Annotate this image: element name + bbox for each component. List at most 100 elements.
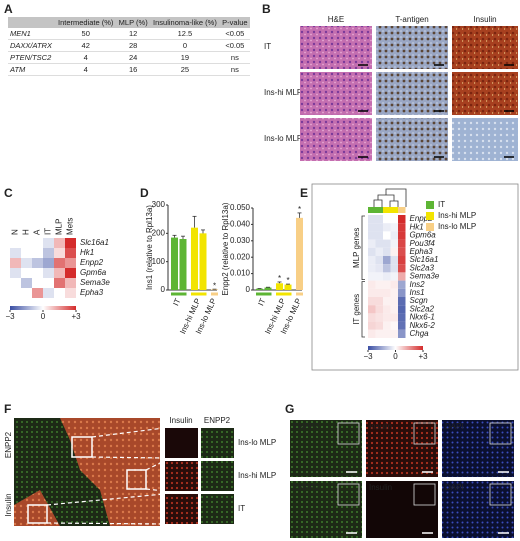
heatmap-cell <box>383 297 391 306</box>
row-label: Ins1 <box>410 288 425 297</box>
significance-star: * <box>213 281 216 290</box>
group-label: IT <box>256 297 267 307</box>
heatmap-cell <box>368 305 376 314</box>
inset-box <box>337 422 360 445</box>
heatmap-cell <box>390 329 398 338</box>
row-label: Sema3e <box>410 272 440 281</box>
table-cell: 0 <box>150 39 220 52</box>
heatmap-cell <box>32 248 43 258</box>
row-label: IT <box>264 42 271 51</box>
column-label: A <box>33 229 42 235</box>
inset-box <box>337 483 360 506</box>
y-tick-label: 200 <box>152 228 166 237</box>
heatmap-cell <box>398 239 406 248</box>
y-tick-label: 300 <box>152 200 166 209</box>
column-group-bar <box>383 207 391 213</box>
bar <box>276 283 283 290</box>
heatmap-cell <box>10 258 21 268</box>
heatmap-cell <box>54 268 65 278</box>
table-cell: 28 <box>116 39 151 52</box>
y-tick-label: 0.020 <box>230 252 251 261</box>
heatmap-cell <box>383 272 391 281</box>
heatmap-cell <box>32 268 43 278</box>
row-label: Hk1 <box>80 248 94 257</box>
heatmap-cell <box>390 305 398 314</box>
legend-swatch <box>426 212 434 220</box>
row-group-label: IT genes <box>352 294 361 325</box>
column-label: N <box>11 229 20 235</box>
table-cell: 4 <box>55 51 117 64</box>
side-label: ENPP2 <box>4 431 13 458</box>
heatmap-cell <box>368 239 376 248</box>
fluorescence-image <box>366 481 438 538</box>
panel-label: G <box>285 402 294 416</box>
y-tick-label: 0.010 <box>230 269 251 278</box>
y-tick-label: 100 <box>152 257 166 266</box>
significance-star: * <box>298 205 301 214</box>
row-label: Gpm6a <box>410 231 437 240</box>
column-group-bar <box>390 207 398 213</box>
inset-box <box>413 422 436 445</box>
heatmap-cell <box>390 264 398 273</box>
y-tick-label: 0.030 <box>230 236 251 245</box>
heatmap-cell <box>383 280 391 289</box>
row-label: Sema3e <box>80 278 110 287</box>
bar <box>171 237 178 290</box>
header-cell: Intermediate (%) <box>55 17 117 28</box>
table-cell: ATM <box>8 63 56 76</box>
header-row: Intermediate (%) MLP (%) Insulinoma-like (… <box>8 17 250 28</box>
heatmap-cell <box>54 238 65 248</box>
fluorescence-image <box>366 420 438 477</box>
column-group-bar <box>398 207 406 213</box>
heatmap-cell <box>390 239 398 248</box>
column-label: ENPP2 <box>204 416 231 425</box>
histology-image <box>452 72 518 115</box>
panel-label: E <box>300 186 308 200</box>
heatmap-cell <box>21 288 32 298</box>
fluorescence-image <box>290 481 362 538</box>
heatmap-cell <box>383 264 391 273</box>
colorbar-label: +3 <box>418 352 428 361</box>
heatmap-cell <box>390 280 398 289</box>
table-row: DAXX/ATRX 42 28 0 <0.05 <box>8 39 250 52</box>
heatmap-cell <box>390 247 398 256</box>
heatmap-cell <box>10 288 21 298</box>
column-group-bar <box>368 207 376 213</box>
heatmap-cell <box>43 278 54 288</box>
heatmap-cell <box>21 258 32 268</box>
table-cell: 16 <box>116 63 151 76</box>
heatmap-cell <box>54 258 65 268</box>
heatmap-cell <box>368 247 376 256</box>
header-cell: MLP (%) <box>116 17 151 28</box>
table-cell: ns <box>219 63 250 76</box>
heatmap-cell <box>368 321 376 330</box>
zoom-box <box>71 436 93 458</box>
histology-image <box>376 118 448 161</box>
column-group-bar <box>375 207 383 213</box>
inset-box <box>489 422 512 445</box>
heatmap-cell <box>398 280 406 289</box>
table-cell: 12 <box>116 28 151 40</box>
inset-box <box>413 483 436 506</box>
significance-star: * <box>286 276 289 285</box>
heatmap-cell <box>398 288 406 297</box>
histology-image <box>376 72 448 115</box>
table-cell: 25 <box>150 63 220 76</box>
heatmap-cell <box>398 321 406 330</box>
heatmap-cell <box>32 288 43 298</box>
row-label: Ins-hi MLP <box>264 88 302 97</box>
header-cell: Insulinoma-like (%) <box>150 17 220 28</box>
column-label: H <box>22 229 31 235</box>
heatmap-cell <box>390 313 398 322</box>
heatmap-cell <box>383 313 391 322</box>
histology-image <box>300 26 372 69</box>
bar <box>191 227 198 290</box>
heatmap-cell <box>390 288 398 297</box>
header-cell <box>8 17 56 28</box>
heatmap-cell <box>43 288 54 298</box>
channel-label: Insulin <box>369 483 392 492</box>
heatmap-cell <box>375 288 383 297</box>
heatmap-cell <box>375 313 383 322</box>
heatmap-cell <box>383 305 391 314</box>
heatmap-cell <box>368 223 376 232</box>
